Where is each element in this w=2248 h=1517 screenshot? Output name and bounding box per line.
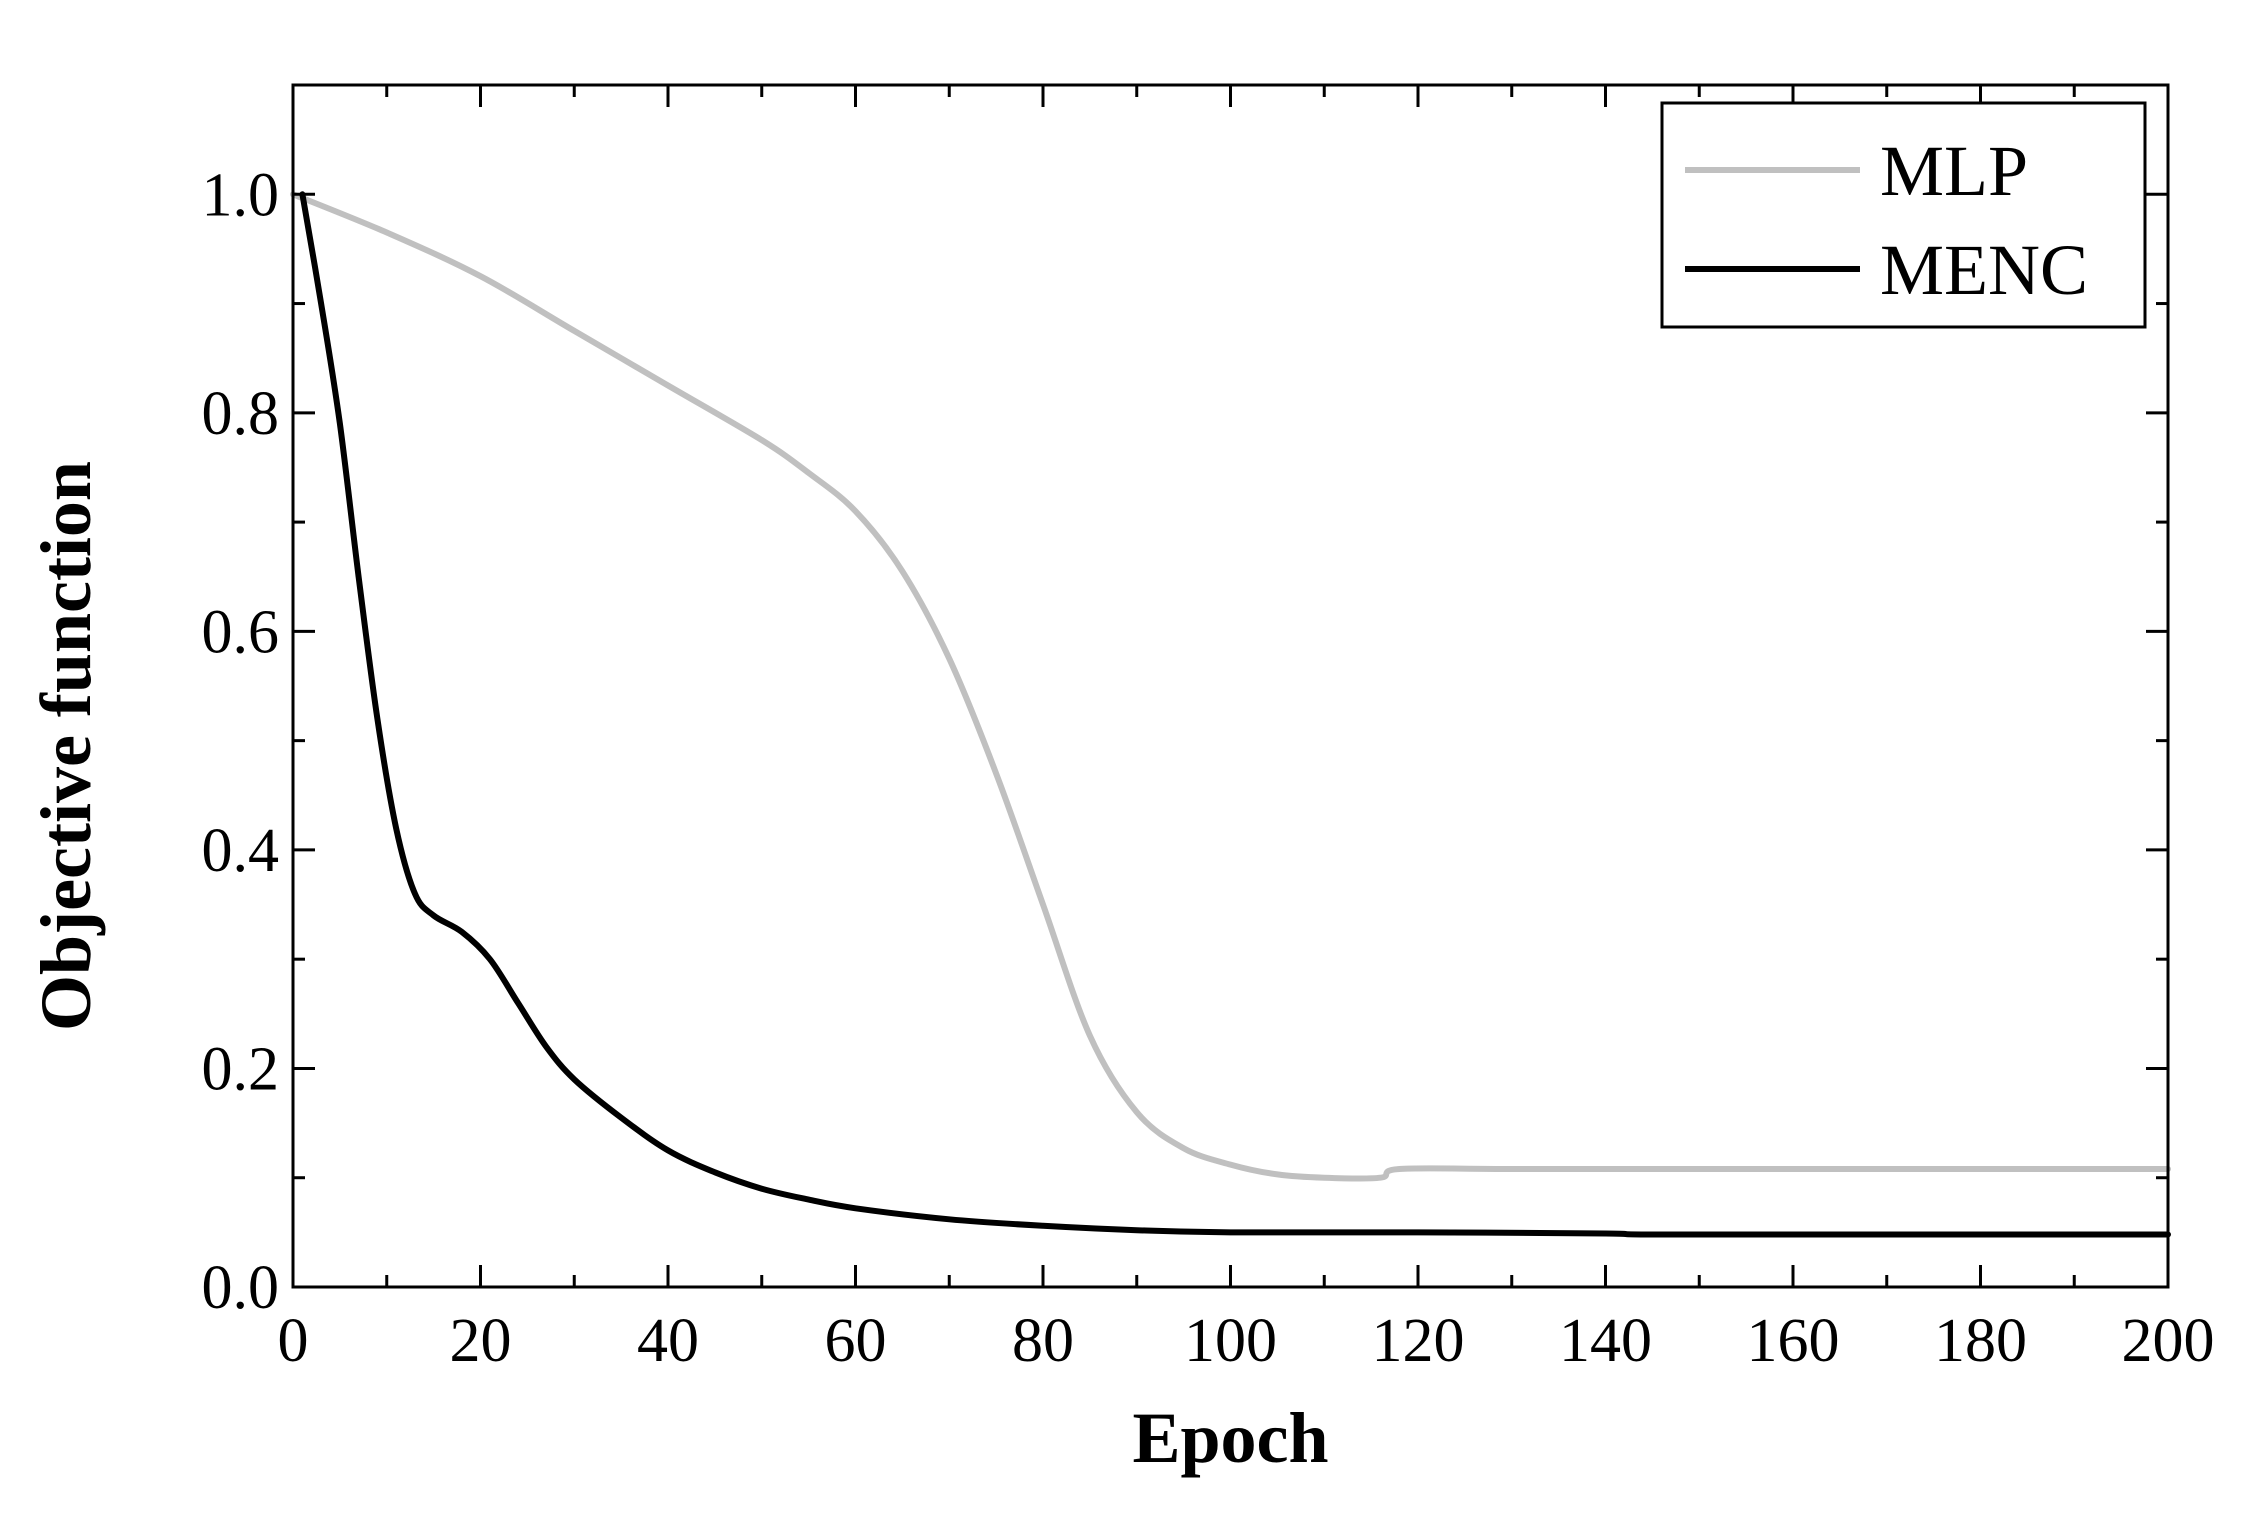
x-tick-label: 40 xyxy=(637,1307,699,1375)
x-tick-label: 160 xyxy=(1747,1307,1840,1375)
y-axis-title: Objective function xyxy=(26,461,106,1031)
legend-label-menc: MENC xyxy=(1880,230,2088,310)
x-tick-label: 60 xyxy=(825,1307,887,1375)
series-line-menc xyxy=(299,191,2171,1238)
x-tick-label: 120 xyxy=(1372,1307,1465,1375)
x-axis-title: Epoch xyxy=(1132,1398,1328,1478)
y-tick-label: 1.0 xyxy=(202,161,280,229)
legend-box xyxy=(1660,101,2147,329)
y-tick-label: 0.6 xyxy=(202,598,280,666)
y-tick-label: 0.4 xyxy=(202,817,280,885)
legend: MLP MENC xyxy=(1660,101,2147,329)
x-tick-label: 80 xyxy=(1012,1307,1074,1375)
ticks-layer: 0 20 40 60 80 100 120 140 160 180 200 0.0 0.2 0.4 0.6 0… xyxy=(202,83,2215,1375)
series-layer xyxy=(290,191,2171,1238)
x-tick-label: 20 xyxy=(450,1307,512,1375)
series-line-mlp xyxy=(290,191,2171,1182)
legend-label-mlp: MLP xyxy=(1880,131,2028,211)
x-tick-label: 180 xyxy=(1934,1307,2027,1375)
x-tick-label: 200 xyxy=(2122,1307,2215,1375)
x-tick-label: 0 xyxy=(278,1307,309,1375)
x-tick-label: 100 xyxy=(1184,1307,1277,1375)
y-tick-label: 0.2 xyxy=(202,1035,280,1103)
y-tick-label: 0.0 xyxy=(202,1254,280,1322)
x-tick-label: 140 xyxy=(1559,1307,1652,1375)
y-tick-label: 0.8 xyxy=(202,380,280,448)
